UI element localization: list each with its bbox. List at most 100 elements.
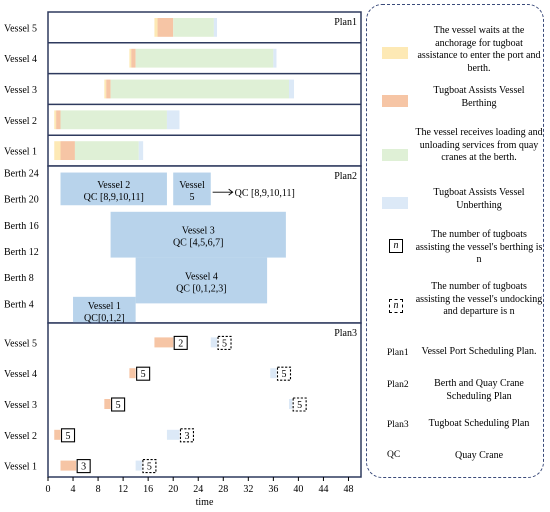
legend-plan1-text: Vessel Port Scheduling Plan. — [421, 346, 537, 357]
legend-service-swatch — [382, 149, 408, 161]
berthing-count-value: 5 — [66, 431, 71, 442]
legend-plan1-abbr: Plan1 — [387, 348, 409, 358]
legend-departure-count-text: The number of tugboats assisting the ves… — [415, 281, 543, 317]
plan1-berthing-bar — [106, 79, 111, 99]
plan1-vessel-label: Vessel 1 — [4, 147, 37, 158]
time-tick-label: 0 — [46, 484, 51, 495]
plan3-unberthing-bar — [166, 429, 180, 440]
berth-label: Berth 16 — [4, 221, 39, 232]
berth-label: Berth 20 — [4, 195, 39, 206]
legend-plan3-abbr: Plan3 — [387, 420, 409, 430]
time-tick-label: 40 — [293, 484, 303, 495]
plan3-vessel-label: Vessel 2 — [4, 431, 37, 442]
departure-count-value: 5 — [147, 462, 152, 473]
plan1-wait-bar — [54, 110, 57, 130]
legend-panel: The vessel waits at the anchorage for tu… — [366, 4, 544, 478]
berthing-count-value: 2 — [178, 338, 183, 349]
berthing-count-box — [111, 397, 126, 412]
berth-block — [135, 257, 268, 304]
plan1-berthing-bar — [60, 141, 75, 160]
scheduling-figure: Plan1 Vessel 5 Vessel 4 Vessel 3 Vessel 2 Ves… — [4, 11, 362, 508]
plan3-berthing-bar — [60, 460, 77, 471]
berth-block-vessel: Vessel 4 — [185, 271, 218, 282]
plan3-vessel-label: Vessel 5 — [4, 338, 37, 349]
time-tick-label: 12 — [118, 484, 128, 495]
legend-service-text: The vessel receives loading and unloadin… — [415, 127, 543, 163]
berthing-count-value: 5 — [141, 369, 146, 380]
legend-wait-swatch — [382, 47, 408, 59]
time-tick-label: 28 — [218, 484, 228, 495]
berth-block-vessel: Vessel 1 — [88, 301, 121, 312]
legend-berthing-text: Tugboat Assists Vessel Berthing — [433, 85, 525, 109]
plan3-vessel-label: Vessel 1 — [4, 462, 37, 473]
departure-count-box — [292, 397, 307, 412]
legend-plan3-text: Tugboat Scheduling Plan — [428, 418, 530, 429]
legend-berthing-swatch — [382, 95, 408, 107]
berth-block-qc: QC [4,5,6,7] — [173, 238, 224, 249]
plan1-unberthing-bar — [273, 48, 277, 68]
solid-n-box: n — [389, 239, 403, 253]
berth-block — [60, 172, 167, 206]
callout-arrow-head — [228, 188, 234, 196]
plan3-unberthing-bar — [210, 337, 218, 348]
plan1-unberthing-bar — [213, 18, 218, 37]
time-tick-label: 24 — [193, 484, 203, 495]
plan1-vessel-label: Vessel 3 — [4, 85, 37, 96]
berth-block — [73, 296, 136, 323]
time-tick-label: 20 — [168, 484, 178, 495]
legend-qc-text: Quay Crane — [454, 450, 504, 461]
plan1-berthing-bar — [131, 48, 136, 68]
time-tick-label: 8 — [96, 484, 101, 495]
plan3-unberthing-bar — [289, 399, 293, 409]
berth-block-qc: QC [0,1,2,3] — [176, 283, 227, 294]
departure-count-value: 5 — [297, 400, 302, 411]
berth-block-qc: QC [8,9,10,11] — [84, 192, 144, 203]
berthing-count-value: 3 — [81, 462, 86, 473]
plan1-unberthing-bar — [289, 79, 295, 99]
time-axis-label: time — [196, 497, 214, 508]
departure-count-box — [179, 428, 195, 443]
plan3-title: Plan3 — [334, 328, 357, 339]
plan1-service-bar — [173, 18, 214, 37]
plan3-panel: Plan3 Vessel 5 2 5 Vessel 4 5 5 Vessel 3 5 5 Vesse… — [4, 322, 362, 478]
plan1-vessel-label: Vessel 2 — [4, 116, 37, 127]
callout-text: QC [8,9,10,11] — [235, 188, 295, 199]
departure-count-value: 3 — [184, 431, 189, 442]
departure-count-box — [276, 366, 292, 381]
berth-block-vessel: Vessel 3 — [182, 226, 215, 237]
berth-block-vessel: Vessel — [179, 180, 205, 191]
plan3-berthing-bar — [129, 368, 136, 379]
plan1-wait-bar — [129, 48, 132, 68]
plan1-service-bar — [60, 110, 167, 130]
plan3-unberthing-bar — [270, 368, 277, 379]
legend-unberthing-text: Tugboat Assists Vessel Unberthing — [433, 187, 525, 211]
berth-block — [173, 172, 211, 206]
plan1-vessel-label: Vessel 5 — [4, 23, 37, 34]
berthing-count-value: 5 — [116, 400, 121, 411]
berth-block-vessel: Vessel 2 — [97, 180, 130, 191]
legend-plan2-text: Berth and Quay Crane Scheduling Plan — [434, 378, 524, 402]
plan1-unberthing-bar — [138, 141, 144, 160]
legend-wait-text: The vessel waits at the anchorage for tu… — [417, 25, 541, 74]
plan1-panel: Plan1 Vessel 5 Vessel 4 Vessel 3 Vessel 2 Ves… — [4, 11, 362, 167]
time-tick-label: 4 — [71, 484, 76, 495]
plan1-service-bar — [135, 48, 274, 68]
berthing-count-box — [136, 366, 151, 381]
departure-count-box — [142, 459, 157, 474]
legend-qc-abbr: QC — [387, 450, 401, 460]
departure-count-value: 5 — [222, 338, 227, 349]
time-tick-label: 32 — [243, 484, 253, 495]
time-tick-label: 44 — [318, 484, 328, 495]
plan1-vessel-label: Vessel 4 — [4, 54, 37, 65]
plan3-vessel-label: Vessel 4 — [4, 369, 37, 380]
legend-unberthing-swatch — [382, 197, 408, 209]
berth-label: Berth 4 — [4, 299, 34, 310]
plan1-wait-bar — [104, 79, 107, 99]
plan2-panel: Plan2 Berth 24 Berth 20 Berth 16 Berth 12 Ber… — [4, 165, 362, 324]
plan1-unberthing-bar — [166, 110, 180, 130]
departure-count-value: 5 — [281, 369, 286, 380]
berthing-count-box — [60, 428, 76, 443]
plan3-berthing-bar — [104, 399, 111, 409]
time-tick-label: 16 — [143, 484, 153, 495]
plan3-unberthing-bar — [135, 460, 142, 471]
